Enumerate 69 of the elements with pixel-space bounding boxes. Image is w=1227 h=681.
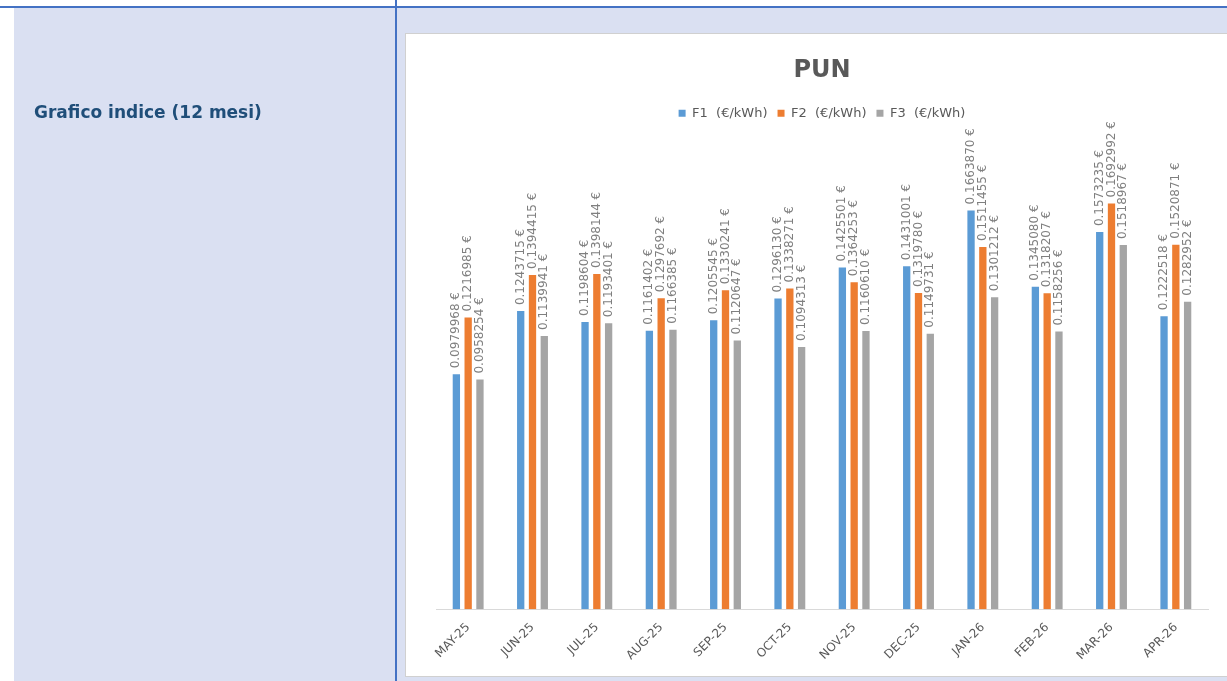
data-label: 0.1319780 € <box>910 210 925 287</box>
data-label: 0.0958254 € <box>472 297 487 374</box>
data-label: 0.1425501 € <box>834 185 849 262</box>
data-label: 0.1297692 € <box>653 215 668 293</box>
data-label: 0.1518967 € <box>1115 162 1130 240</box>
legend-label: F1 (€/kWh) <box>692 104 768 120</box>
bar <box>604 323 613 610</box>
data-label: 0.1161402 € <box>641 248 656 325</box>
bar <box>1055 331 1063 610</box>
bar <box>990 297 999 610</box>
bar <box>1043 293 1051 610</box>
bar <box>862 331 870 610</box>
data-label: 0.1094313 € <box>793 264 808 341</box>
bar <box>669 329 677 610</box>
bar <box>721 290 730 610</box>
data-label: 0.1139941 € <box>536 253 551 330</box>
text: Grafico indice (12 mesi) <box>34 102 262 122</box>
bar <box>1031 286 1040 610</box>
bar <box>476 379 484 610</box>
bar <box>1119 245 1127 610</box>
bar <box>797 346 806 610</box>
data-label: 0.1120647 € <box>729 258 744 335</box>
data-label: 0.1573235 € <box>1091 149 1106 227</box>
bar <box>657 298 665 610</box>
data-label: 0.1692992 € <box>1103 121 1118 198</box>
data-label: 0.1282952 € <box>1179 219 1194 296</box>
bar <box>967 210 975 610</box>
data-label: 0.1193401 € <box>600 240 615 318</box>
bar <box>452 374 461 610</box>
data-label: 0.1160610 € <box>858 248 873 326</box>
bar <box>903 266 911 610</box>
bar <box>1160 316 1168 610</box>
bar <box>838 267 847 610</box>
bar <box>733 340 741 610</box>
bar <box>517 311 525 610</box>
data-label: 0.1345080 € <box>1027 204 1042 281</box>
data-label: 0.1394415 € <box>524 192 539 269</box>
bar <box>645 330 654 610</box>
bar <box>1096 232 1104 610</box>
bar <box>850 282 858 610</box>
bar <box>593 274 601 610</box>
data-label: 0.1330241 € <box>717 208 732 285</box>
bar <box>786 288 794 610</box>
data-label: 0.0979968 € <box>448 292 463 369</box>
bar <box>528 274 537 610</box>
data-label: 0.1158256 € <box>1051 249 1066 326</box>
legend-label: F3 (€/kWh) <box>889 104 966 120</box>
legend-label: F2 (€/kWh) <box>791 104 867 120</box>
data-label: 0.1318207 € <box>1039 210 1054 288</box>
data-label: 0.1216985 € <box>460 235 475 312</box>
bar <box>464 317 472 610</box>
data-label: 0.1364253 € <box>846 199 861 277</box>
data-label: 0.1301212 € <box>986 214 1001 292</box>
bar <box>979 246 987 610</box>
bar <box>1183 301 1192 610</box>
data-label: 0.1205545 € <box>705 237 720 315</box>
bar <box>581 321 589 610</box>
bar <box>926 333 934 610</box>
data-label: 0.1431001 € <box>898 183 913 261</box>
chart-title: PUN <box>793 54 851 83</box>
bar <box>774 298 782 610</box>
bar <box>1172 244 1180 610</box>
bar <box>914 292 923 610</box>
data-label: 0.1149731 € <box>922 251 937 328</box>
data-label: 0.1166385 € <box>665 247 680 324</box>
bar <box>1107 203 1116 610</box>
data-label: 0.1243715 € <box>512 228 527 306</box>
bar <box>710 320 718 610</box>
bar <box>540 335 548 610</box>
